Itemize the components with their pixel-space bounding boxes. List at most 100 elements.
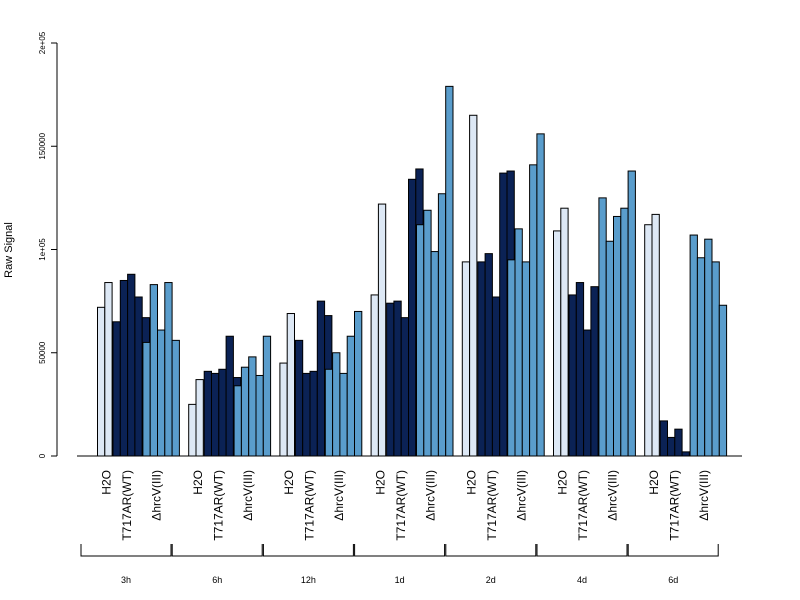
timepoint-label: 4d	[577, 575, 587, 585]
bar-6h-2-2	[248, 356, 257, 457]
bar-3h-0-1	[104, 282, 113, 457]
bracket-4d	[536, 544, 628, 557]
treatment-label: H2O	[647, 470, 661, 495]
bar-12h-0-1	[286, 313, 296, 457]
bar-4d-1-3	[590, 286, 599, 457]
timepoint-label: 6d	[668, 575, 678, 585]
bar-2d-2-1	[514, 228, 523, 457]
bar-6h-1-2	[218, 368, 227, 457]
bar-6h-2-3	[255, 374, 264, 457]
bar-3h-0-0	[97, 306, 106, 457]
y-tick-label: 2e+05	[38, 31, 47, 54]
bracket-1d	[354, 544, 446, 557]
timepoint-label: 12h	[301, 575, 316, 585]
bar-2d-2-3	[529, 164, 538, 457]
bar-1d-2-4	[445, 85, 454, 457]
bar-12h-2-0	[324, 368, 334, 457]
treatment-label: T717AR(WT)	[211, 470, 225, 541]
bars	[97, 85, 728, 457]
bar-2d-1-2	[491, 296, 501, 457]
treatment-label: ΔhrcV(III)	[332, 470, 346, 521]
treatment-label: H2O	[100, 470, 114, 495]
treatment-label: T717AR(WT)	[303, 470, 317, 541]
bar-12h-0-0	[279, 362, 288, 457]
bracket-6d	[627, 544, 719, 557]
bar-3h-1-3	[134, 296, 143, 457]
bar-4d-1-0	[568, 294, 577, 457]
bar-4d-2-1	[605, 240, 615, 457]
group-12h	[279, 300, 363, 457]
bar-6d-2-4	[718, 304, 728, 457]
bar-2d-1-1	[484, 253, 493, 457]
bar-6d-2-1	[696, 257, 706, 457]
bar-2d-1-3	[499, 172, 508, 457]
bar-12h-1-0	[294, 339, 304, 457]
bar-1d-2-0	[416, 224, 425, 457]
bar-3h-2-0	[142, 341, 151, 457]
bar-6h-0-0	[188, 403, 197, 457]
bar-6d-0-1	[651, 213, 660, 457]
bar-1d-1-1	[393, 300, 402, 457]
bar-1d-2-3	[437, 193, 447, 457]
bar-2d-0-0	[461, 261, 471, 457]
bar-6d-1-2	[674, 428, 683, 457]
bar-1d-1-2	[400, 317, 410, 457]
group-6d	[644, 213, 728, 457]
bar-1d-2-2	[430, 251, 439, 457]
bar-2d-0-1	[469, 114, 478, 457]
bar-6d-1-1	[667, 436, 676, 457]
bar-4d-2-4	[627, 170, 636, 457]
bar-4d-2-3	[620, 207, 629, 457]
bracket-12h	[262, 544, 354, 557]
y-tick-label: 50000	[38, 341, 47, 364]
bar-3h-2-1	[149, 284, 158, 457]
treatment-label: H2O	[282, 470, 296, 495]
y-axis-label: Raw Signal	[3, 222, 15, 278]
bar-1d-1-0	[386, 302, 395, 457]
treatment-label: ΔhrcV(III)	[150, 470, 164, 521]
bar-6h-2-4	[262, 335, 272, 457]
bracket-6h	[171, 544, 263, 557]
timepoint-label: 3h	[121, 575, 131, 585]
group-1d	[370, 85, 454, 457]
bar-6h-0-1	[195, 379, 204, 457]
bar-12h-1-2	[309, 370, 318, 457]
treatment-label: H2O	[191, 470, 205, 495]
timepoint-label: 1d	[395, 575, 405, 585]
bar-6h-1-3	[225, 335, 234, 457]
bar-3h-1-2	[127, 273, 136, 457]
bar-6h-1-1	[211, 372, 220, 457]
treatment-label: ΔhrcV(III)	[514, 470, 528, 521]
treatment-label: T717AR(WT)	[667, 470, 681, 541]
bar-6d-1-3	[681, 451, 690, 457]
y-tick-label: 1e+05	[38, 238, 47, 261]
y-tick-label: 150000	[38, 132, 47, 159]
bar-4d-2-0	[598, 197, 607, 457]
bar-4d-0-1	[560, 207, 569, 457]
bar-12h-1-3	[316, 300, 326, 457]
bar-3h-2-3	[164, 282, 173, 457]
bar-3h-2-4	[171, 339, 180, 457]
treatment-label: T717AR(WT)	[485, 470, 499, 541]
group-3h	[97, 273, 180, 457]
group-6h	[188, 335, 272, 457]
y-axis: 0 50000 1e+05 150000 2e+05	[38, 31, 58, 458]
bar-4d-2-2	[613, 215, 622, 457]
bar-2d-2-2	[521, 261, 531, 457]
bar-12h-1-1	[302, 372, 311, 457]
bar-2d-2-0	[507, 259, 516, 457]
timepoint-label: 6h	[212, 575, 222, 585]
y-tick-label: 0	[38, 453, 47, 458]
treatment-label: ΔhrcV(III)	[606, 470, 620, 521]
bar-2d-1-0	[477, 261, 486, 457]
treatment-label: H2O	[464, 470, 478, 495]
bracket-3h	[80, 544, 172, 557]
treatment-label: ΔhrcV(III)	[697, 470, 711, 521]
bar-6h-1-0	[203, 370, 212, 457]
treatment-label: H2O	[373, 470, 387, 495]
bar-3h-1-0	[112, 321, 121, 457]
bar-6d-0-0	[644, 224, 653, 457]
bar-12h-2-4	[354, 310, 363, 457]
group-2d	[461, 114, 545, 457]
